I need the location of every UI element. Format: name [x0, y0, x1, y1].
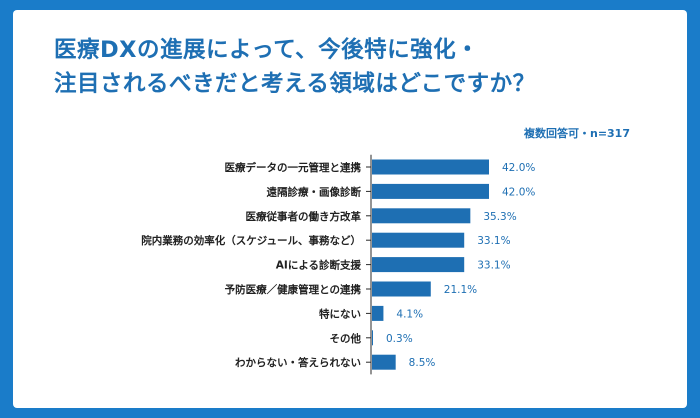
bar — [372, 183, 489, 199]
value-label: 8.5% — [409, 357, 436, 369]
category-label: 院内業務の効率化（スケジュール、事務など） — [141, 234, 361, 247]
value-label: 42.0% — [502, 162, 535, 174]
category-label: 医療データの一元管理と連携 — [225, 161, 362, 174]
category-label: AIによる診断支援 — [276, 259, 362, 272]
value-label: 0.3% — [386, 333, 413, 345]
bar — [372, 257, 465, 273]
value-label: 4.1% — [396, 308, 423, 320]
title-line-2: 注目されるべきだと考える領域はどこですか？ — [54, 71, 536, 97]
bar — [372, 330, 373, 346]
bar — [372, 354, 396, 370]
value-label: 35.3% — [483, 211, 516, 223]
category-label: 予防医療／健康管理との連携 — [225, 283, 362, 296]
category-label: 医療従事者の働き方改革 — [246, 210, 362, 223]
category-label: わからない・答えられない — [235, 356, 361, 369]
category-label: その他 — [330, 332, 362, 345]
value-label: 33.1% — [477, 235, 510, 247]
category-label: 遠隔診療・画像診断 — [267, 185, 362, 198]
bar — [372, 232, 465, 248]
bar — [372, 281, 431, 297]
value-label: 42.0% — [502, 186, 535, 198]
bar — [372, 305, 384, 321]
chart-card — [13, 10, 687, 408]
chart-title: 医療DXの進展によって、今後特に強化・ 注目されるべきだと考える領域はどこですか… — [54, 33, 536, 101]
bar — [372, 208, 471, 224]
title-line-1: 医療DXの進展によって、今後特に強化・ — [54, 37, 480, 63]
value-label: 33.1% — [477, 260, 510, 272]
bar — [372, 159, 489, 175]
sample-note: 複数回答可・n=317 — [523, 127, 630, 140]
value-label: 21.1% — [444, 284, 477, 296]
category-label: 特にない — [319, 307, 361, 320]
